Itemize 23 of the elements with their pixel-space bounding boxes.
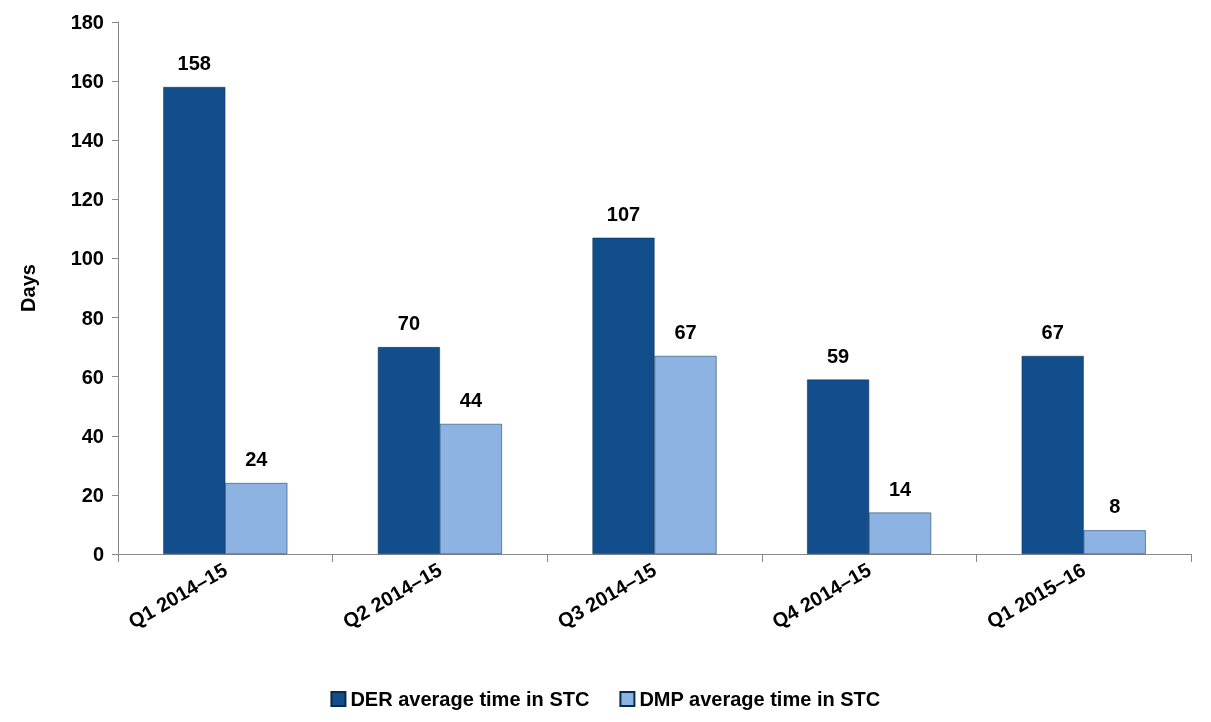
data-label: 14	[888, 477, 913, 500]
data-label: 158	[177, 52, 211, 75]
data-label: 8	[1109, 495, 1121, 518]
y-tick-label: 20	[81, 483, 104, 506]
y-tick-label: 140	[70, 129, 104, 152]
data-label: 107	[606, 202, 641, 225]
data-label: 44	[459, 388, 483, 411]
y-axis-title: Days	[17, 264, 39, 312]
y-tick-label: 120	[70, 188, 104, 211]
legend-label: DER average time in STC	[350, 688, 590, 710]
y-tick-label: 180	[70, 11, 104, 33]
y-tick-label: 0	[92, 543, 104, 565]
y-tick-label: 160	[70, 70, 104, 93]
data-label: 24	[245, 448, 269, 471]
y-tick-label: 40	[81, 424, 104, 447]
data-label: 59	[826, 344, 850, 367]
data-label: 70	[397, 312, 421, 335]
legend-label: DMP average time in STC	[639, 688, 881, 710]
y-tick-label: 80	[81, 306, 104, 329]
data-label: 67	[674, 320, 697, 343]
y-tick-label: 100	[70, 247, 104, 270]
data-label: 67	[1041, 320, 1064, 343]
y-tick-label: 60	[81, 365, 104, 388]
